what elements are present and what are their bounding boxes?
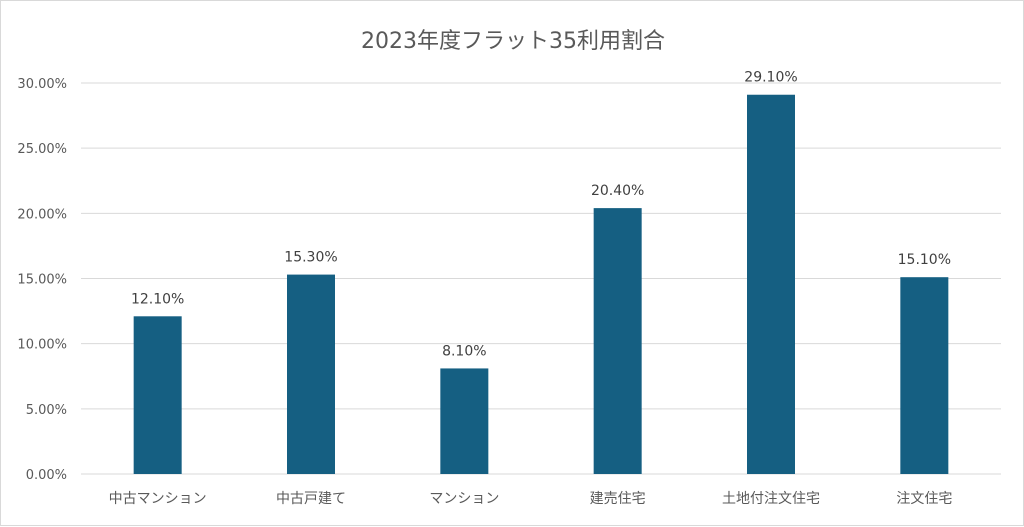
y-tick-label: 5.00% xyxy=(26,403,67,418)
x-category-label: 中古マンション xyxy=(109,491,207,507)
bar xyxy=(440,368,489,474)
bars xyxy=(133,94,949,474)
y-tick-label: 20.00% xyxy=(17,207,67,222)
x-category-label: 注文住宅 xyxy=(896,491,952,507)
data-label: 20.40% xyxy=(591,183,644,199)
data-label: 15.10% xyxy=(898,252,951,268)
y-axis-ticks: 0.00% 5.00% 10.00% 15.00% 20.00% 25.00% 30.00% xyxy=(17,77,67,483)
x-axis-categories: 中古マンション 中古戸建て マンション 建売住宅 土地付注文住宅 注文住宅 xyxy=(109,491,953,507)
bar xyxy=(900,277,949,474)
x-category-label: マンション xyxy=(429,491,499,507)
chart-title: 2023年度フラット35利用割合 xyxy=(361,29,665,54)
gridlines xyxy=(81,82,1001,475)
bar xyxy=(593,208,642,474)
data-label: 15.30% xyxy=(284,250,337,266)
y-tick-label: 15.00% xyxy=(17,273,67,288)
x-category-label: 中古戸建て xyxy=(276,491,346,507)
bar xyxy=(747,94,795,474)
data-labels: 12.10% 15.30% 8.10% 20.40% 29.10% 15.10% xyxy=(131,70,951,360)
y-tick-label: 10.00% xyxy=(17,338,67,353)
bar xyxy=(133,316,182,474)
data-label: 29.10% xyxy=(744,70,797,86)
data-label: 8.10% xyxy=(442,343,486,359)
y-tick-label: 30.00% xyxy=(17,77,67,92)
x-category-label: 建売住宅 xyxy=(590,491,646,507)
y-tick-label: 25.00% xyxy=(17,142,67,157)
data-label: 12.10% xyxy=(131,291,184,307)
bar xyxy=(287,274,335,474)
x-category-label: 土地付注文住宅 xyxy=(722,491,820,507)
y-tick-label: 0.00% xyxy=(26,468,67,483)
